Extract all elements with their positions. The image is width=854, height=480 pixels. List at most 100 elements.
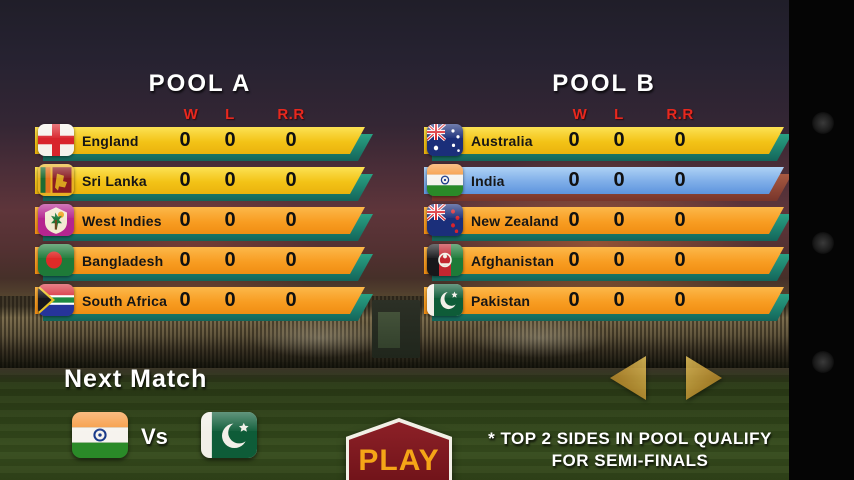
play-button[interactable]: PLAY — [346, 418, 452, 480]
team-row-india: India 0 0 0 — [424, 164, 784, 196]
team-name: Bangladesh — [82, 253, 164, 269]
play-button-label: PLAY — [358, 444, 440, 477]
wins-value: 0 — [568, 169, 580, 191]
team-row-afghanistan: Afghanistan 0 0 0 — [424, 244, 784, 276]
runrate-value: 0 — [674, 129, 686, 151]
flag-southafrica-icon — [38, 284, 74, 316]
pakistan-flag-icon — [201, 412, 257, 458]
qualification-note-line2: FOR SEMI-FINALS — [551, 451, 709, 470]
team-name: England — [82, 133, 139, 149]
runrate-value: 0 — [285, 169, 297, 191]
column-header-losses: L — [225, 106, 235, 123]
nav-button-top[interactable] — [812, 112, 834, 134]
runrate-value: 0 — [674, 169, 686, 191]
wins-value: 0 — [568, 289, 580, 311]
team-name: Pakistan — [471, 293, 531, 309]
team-row-srilanka: Sri Lanka 0 0 0 — [35, 164, 365, 196]
losses-value: 0 — [224, 249, 236, 271]
row-bar — [424, 247, 784, 274]
row-bar — [424, 287, 784, 314]
flag-afghanistan-icon — [427, 244, 463, 276]
flag-india-icon — [427, 164, 463, 196]
qualification-note-line1: * TOP 2 SIDES IN POOL QUALIFY — [488, 429, 772, 448]
flag-bangladesh-icon — [38, 244, 74, 276]
nav-button-bottom[interactable] — [812, 351, 834, 373]
column-header-wins: W — [183, 106, 199, 123]
wins-value: 0 — [179, 169, 191, 191]
pool-a-standings: POOL A W L R.R England 0 0 0 Sri Lanka 0 0 0 Wes… — [35, 70, 365, 330]
arrow-left-icon — [610, 356, 646, 400]
wins-value: 0 — [568, 129, 580, 151]
row-bar — [424, 167, 784, 194]
losses-value: 0 — [613, 249, 625, 271]
team-name: New Zealand — [471, 213, 559, 229]
scoreboard-screen — [378, 312, 400, 348]
row-bar — [35, 287, 365, 314]
losses-value: 0 — [613, 129, 625, 151]
losses-value: 0 — [224, 169, 236, 191]
prev-pool-arrow-icon[interactable] — [610, 356, 646, 400]
wins-value: 0 — [179, 209, 191, 231]
losses-value: 0 — [613, 169, 625, 191]
losses-value: 0 — [224, 129, 236, 151]
column-header-losses: L — [614, 106, 624, 123]
flag-srilanka-icon — [38, 164, 74, 196]
runrate-value: 0 — [674, 209, 686, 231]
next-match-heading: Next Match — [64, 365, 208, 393]
wins-value: 0 — [179, 289, 191, 311]
team-name: India — [471, 173, 505, 189]
vs-label: Vs — [141, 424, 168, 449]
flag-newzealand-icon — [427, 204, 463, 236]
runrate-value: 0 — [285, 289, 297, 311]
next-pool-arrow-icon[interactable] — [686, 356, 722, 400]
column-header-runrate: R.R — [277, 106, 305, 123]
pool-b-title: POOL B — [552, 70, 656, 97]
row-bar — [35, 127, 365, 154]
team-row-newzealand: New Zealand 0 0 0 — [424, 204, 784, 236]
row-bar — [35, 207, 365, 234]
pool-a-title: POOL A — [148, 70, 252, 97]
row-bar — [35, 167, 365, 194]
column-header-runrate: R.R — [666, 106, 694, 123]
stadium-scoreboard — [372, 300, 420, 358]
team-name: Sri Lanka — [82, 173, 147, 189]
losses-value: 0 — [613, 209, 625, 231]
row-bar — [424, 127, 784, 154]
team-row-westindies: West Indies 0 0 0 — [35, 204, 365, 236]
team-row-pakistan: Pakistan 0 0 0 — [424, 284, 784, 316]
wins-value: 0 — [568, 249, 580, 271]
flag-england-icon — [38, 124, 74, 156]
flag-australia-icon — [427, 124, 463, 156]
column-header-wins: W — [572, 106, 588, 123]
losses-value: 0 — [224, 209, 236, 231]
runrate-value: 0 — [674, 249, 686, 271]
row-bar — [424, 207, 784, 234]
flag-westindies-icon — [38, 204, 74, 236]
team-row-england: England 0 0 0 — [35, 124, 365, 156]
flag-pakistan-icon — [427, 284, 463, 316]
wins-value: 0 — [179, 129, 191, 151]
row-bar — [35, 247, 365, 274]
nav-button-middle[interactable] — [812, 232, 834, 254]
android-nav-bar — [789, 0, 854, 480]
team-name: Australia — [471, 133, 533, 149]
team-name: South Africa — [82, 293, 168, 309]
team-row-australia: Australia 0 0 0 — [424, 124, 784, 156]
team-row-southafrica: South Africa 0 0 0 — [35, 284, 365, 316]
pool-b-standings: POOL B W L R.R Australia 0 0 0 India 0 0 0 New Z… — [424, 70, 784, 330]
runrate-value: 0 — [285, 249, 297, 271]
wins-value: 0 — [568, 209, 580, 231]
team-name: Afghanistan — [471, 253, 555, 269]
team-row-bangladesh: Bangladesh 0 0 0 — [35, 244, 365, 276]
arrow-right-icon — [686, 356, 722, 400]
wins-value: 0 — [179, 249, 191, 271]
floodlight-glow — [470, 318, 610, 358]
losses-value: 0 — [613, 289, 625, 311]
india-flag-icon — [72, 412, 128, 458]
runrate-value: 0 — [285, 129, 297, 151]
team-name: West Indies — [82, 213, 162, 229]
losses-value: 0 — [224, 289, 236, 311]
runrate-value: 0 — [674, 289, 686, 311]
runrate-value: 0 — [285, 209, 297, 231]
